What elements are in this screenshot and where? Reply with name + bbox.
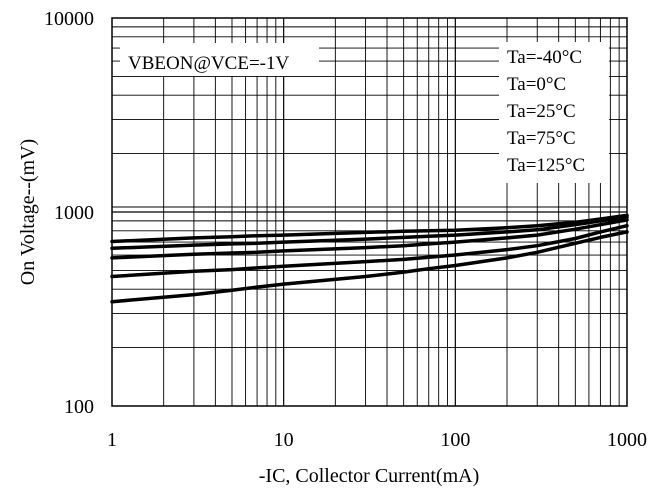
legend-item-4: Ta=75°C <box>507 128 576 149</box>
legend-item-5: Ta=125°C <box>507 155 585 176</box>
y-tick-labels: 100 1000 10000 <box>44 8 94 418</box>
x-tick-labels: 1 10 100 1000 <box>107 429 647 451</box>
condition-annotation-box <box>120 43 319 76</box>
x-tick-label: 1 <box>107 429 117 451</box>
series-line-1 <box>110 213 629 244</box>
legend-item-1: Ta=-40°C <box>507 47 582 68</box>
condition-annotation-text: VBEON@VCE=-1V <box>128 53 289 74</box>
y-tick-label: 100 <box>64 396 94 418</box>
plot-frame <box>111 17 628 407</box>
x-axis-label: -IC, Collector Current(mA) <box>259 465 480 487</box>
series-line-2 <box>110 215 629 251</box>
x-tick-label: 10 <box>274 429 294 451</box>
y-axis-label: On Voltage--(mV) <box>17 139 39 285</box>
x-tick-label: 1000 <box>607 429 647 451</box>
x-tick-label: 100 <box>440 429 470 451</box>
legend-box <box>499 42 609 183</box>
series-line-4 <box>110 223 629 279</box>
legend-item-2: Ta=0°C <box>507 74 566 95</box>
series-lines <box>110 213 629 304</box>
legend-item-3: Ta=25°C <box>507 101 576 122</box>
y-tick-label: 10000 <box>44 8 94 30</box>
condition-annotation: VBEON@VCE=-1V <box>120 43 319 76</box>
legend: Ta=-40°C Ta=0°C Ta=25°C Ta=75°C Ta=125°C <box>499 42 609 183</box>
series-line-5 <box>110 230 629 304</box>
major-grid <box>112 18 627 406</box>
series-line-3 <box>110 218 629 260</box>
y-tick-label: 1000 <box>54 202 94 224</box>
